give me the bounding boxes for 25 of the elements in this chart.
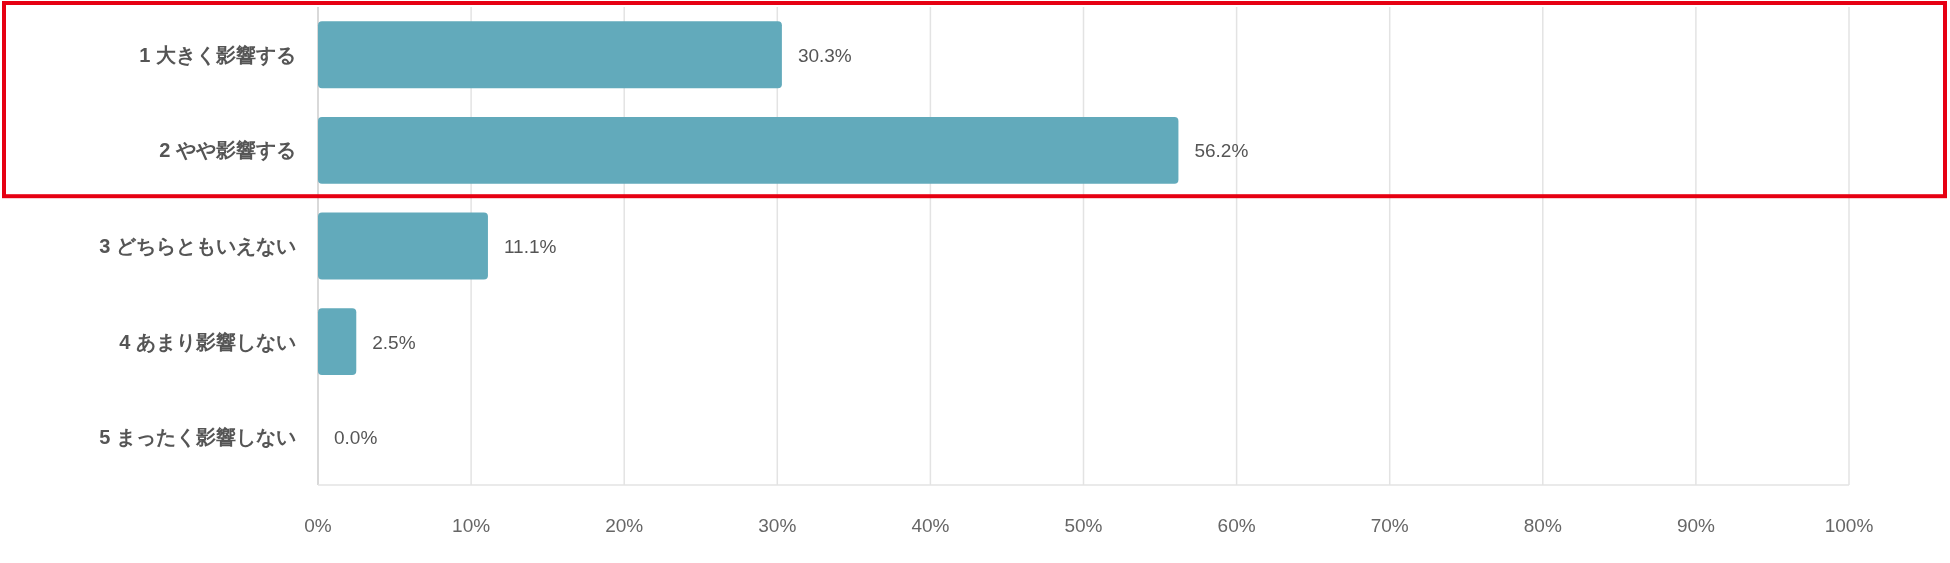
x-tick-label: 70% <box>1370 515 1409 536</box>
bar <box>318 116 1179 184</box>
data-label: 11.1% <box>503 236 557 257</box>
x-tick-label: 20% <box>605 515 644 536</box>
y-tick-label: 5 まったく影響しない <box>99 426 296 449</box>
x-tick-label: 40% <box>911 515 950 536</box>
x-tick-label: 0% <box>304 515 332 536</box>
bar <box>318 21 782 89</box>
data-label: 2.5% <box>372 331 416 353</box>
x-tick-label: 50% <box>1064 515 1103 536</box>
x-tick-label: 60% <box>1217 515 1256 536</box>
data-label: 0.0% <box>334 427 378 449</box>
x-tick-label: 90% <box>1676 515 1716 536</box>
bar <box>318 212 488 280</box>
data-label: 56.2% <box>1194 140 1249 162</box>
data-label: 30.3% <box>797 44 852 66</box>
y-tick-label: 1 大きく影響する <box>139 43 296 67</box>
y-tick-label: 3 どちらともいえない <box>99 235 296 257</box>
y-tick-label: 4 あまり影響しない <box>119 330 296 353</box>
x-tick-label: 30% <box>758 515 797 536</box>
y-tick-label: 2 やや影響する <box>159 139 296 163</box>
bar <box>318 308 357 376</box>
x-tick-label: 10% <box>452 515 491 536</box>
x-tick-label: 100% <box>1824 515 1874 536</box>
x-tick-label: 80% <box>1523 515 1562 536</box>
